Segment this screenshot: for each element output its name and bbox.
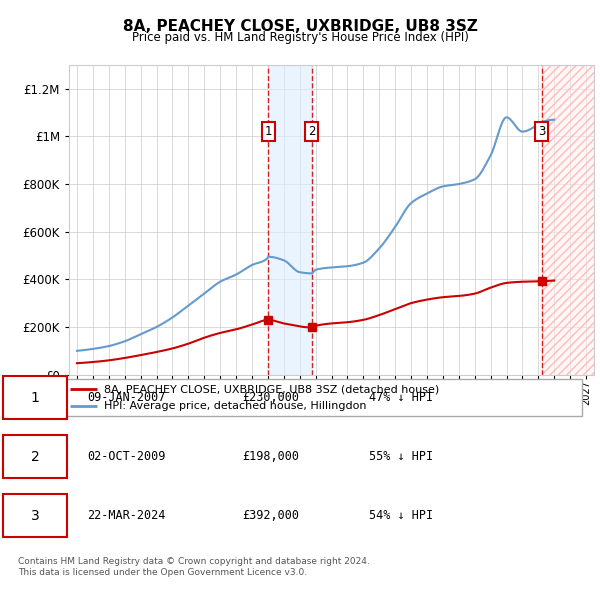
FancyBboxPatch shape	[4, 435, 67, 478]
Bar	[542, 65, 594, 375]
Bar	[268, 65, 311, 375]
Text: 55% ↓ HPI: 55% ↓ HPI	[369, 450, 433, 463]
Text: 09-JAN-2007: 09-JAN-2007	[87, 391, 165, 404]
Text: 1: 1	[31, 391, 40, 405]
Text: 2: 2	[308, 125, 316, 138]
FancyBboxPatch shape	[60, 379, 582, 416]
Text: 2: 2	[31, 450, 40, 464]
Text: HPI: Average price, detached house, Hillingdon: HPI: Average price, detached house, Hill…	[104, 401, 367, 411]
Bar	[542, 65, 594, 375]
Text: 8A, PEACHEY CLOSE, UXBRIDGE, UB8 3SZ: 8A, PEACHEY CLOSE, UXBRIDGE, UB8 3SZ	[122, 19, 478, 34]
Text: £230,000: £230,000	[242, 391, 299, 404]
Text: Price paid vs. HM Land Registry's House Price Index (HPI): Price paid vs. HM Land Registry's House …	[131, 31, 469, 44]
Text: 1: 1	[265, 125, 272, 138]
FancyBboxPatch shape	[4, 376, 67, 419]
Text: 3: 3	[538, 125, 545, 138]
Text: 3: 3	[31, 509, 40, 523]
Text: 54% ↓ HPI: 54% ↓ HPI	[369, 509, 433, 522]
Text: £198,000: £198,000	[242, 450, 299, 463]
FancyBboxPatch shape	[4, 494, 67, 537]
Text: This data is licensed under the Open Government Licence v3.0.: This data is licensed under the Open Gov…	[18, 568, 307, 577]
Text: 8A, PEACHEY CLOSE, UXBRIDGE, UB8 3SZ (detached house): 8A, PEACHEY CLOSE, UXBRIDGE, UB8 3SZ (de…	[104, 384, 440, 394]
Text: 47% ↓ HPI: 47% ↓ HPI	[369, 391, 433, 404]
Text: 22-MAR-2024: 22-MAR-2024	[87, 509, 165, 522]
Text: £392,000: £392,000	[242, 509, 299, 522]
Text: 02-OCT-2009: 02-OCT-2009	[87, 450, 165, 463]
Text: Contains HM Land Registry data © Crown copyright and database right 2024.: Contains HM Land Registry data © Crown c…	[18, 558, 370, 566]
